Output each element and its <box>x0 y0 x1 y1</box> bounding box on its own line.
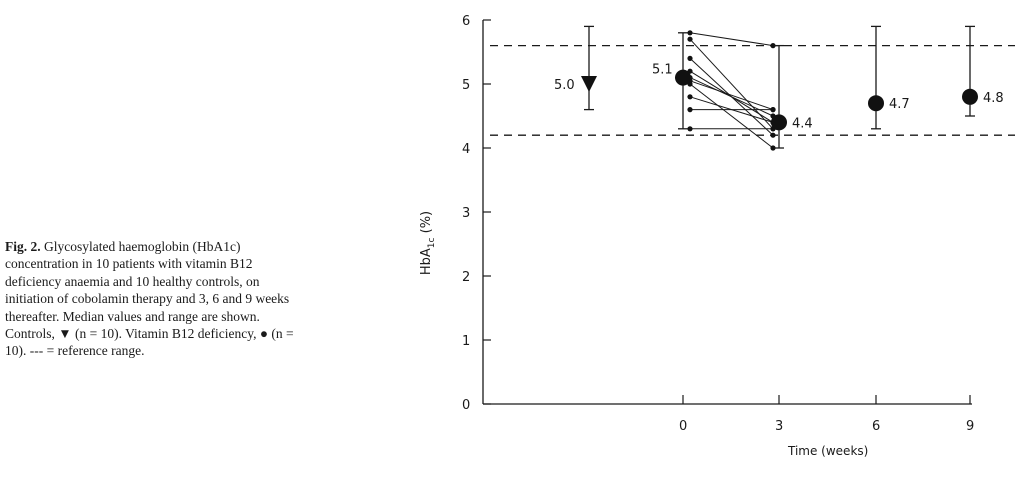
figure-caption: Fig. 2. Glycosylated haemoglobin (HbA1c)… <box>5 238 295 360</box>
controls-median-label: 5.0 <box>554 78 575 93</box>
y-tick-label: 0 <box>462 398 470 413</box>
week9-median-marker <box>962 88 978 105</box>
y-tick-label: 6 <box>462 14 470 29</box>
week3-median-marker <box>771 114 787 131</box>
patient-line <box>689 80 774 111</box>
patient-point-week3 <box>770 132 776 138</box>
y-axis-label: HbA1c (%) <box>419 211 437 275</box>
y-tick-label: 3 <box>462 206 470 221</box>
patient-point-week3 <box>770 43 776 49</box>
y-tick-label: 5 <box>462 78 470 93</box>
x-tick-label: 3 <box>775 419 783 434</box>
patient-point-week0 <box>687 107 693 113</box>
controls-median-marker <box>581 76 597 92</box>
caption-text: Glycosylated haemoglobin (HbA1c) concent… <box>5 239 294 359</box>
patient-point-week0 <box>687 30 693 36</box>
x-tick-label: 6 <box>872 419 880 434</box>
patient-line <box>689 70 774 123</box>
week0-median-label: 5.1 <box>652 63 673 78</box>
patient-point-week0 <box>687 126 693 132</box>
x-tick-label: 9 <box>966 419 974 434</box>
patient-line <box>689 32 774 47</box>
patient-point-week0 <box>687 36 693 42</box>
y-tick-label: 4 <box>462 142 470 157</box>
week6-median-marker <box>868 95 884 112</box>
x-tick-label: 0 <box>679 419 687 434</box>
patient-point-week0 <box>687 94 693 100</box>
patient-line <box>689 83 774 149</box>
x-axis-label: Time (weeks) <box>787 444 868 458</box>
figure-label: Fig. 2. <box>5 239 41 254</box>
patient-line <box>689 38 774 130</box>
patient-point-week3 <box>770 145 776 151</box>
week0-median-marker <box>675 69 691 86</box>
week6-median-label: 4.7 <box>889 97 910 112</box>
patient-point-week3 <box>770 107 776 113</box>
week3-median-label: 4.4 <box>792 116 813 131</box>
patient-point-week0 <box>687 55 693 62</box>
week9-median-label: 4.8 <box>983 91 1004 106</box>
y-tick-label: 2 <box>462 270 470 285</box>
y-tick-label: 1 <box>462 334 470 349</box>
